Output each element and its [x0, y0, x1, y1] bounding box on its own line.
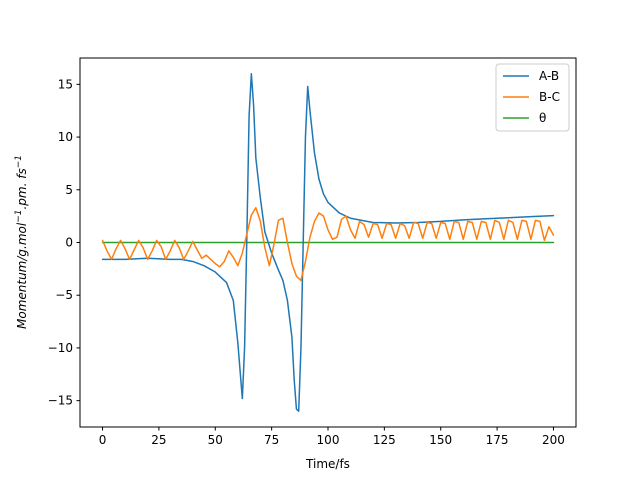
- x-tick-label: 200: [542, 433, 565, 447]
- y-axis-ticks: −15 −10 −5 0 5 10 15: [48, 77, 80, 408]
- legend-label-ab: A-B: [539, 69, 559, 83]
- legend: A-B B-C θ: [495, 63, 570, 132]
- y-axis-label: Momentum/g.mol−1.pm. fs−1: [14, 155, 29, 329]
- y-tick-label: 15: [58, 77, 73, 91]
- y-axis-label-exp2: −1: [14, 155, 24, 168]
- y-axis-label-mid: .pm. fs: [15, 168, 29, 209]
- x-tick-label: 25: [151, 433, 166, 447]
- y-tick-label: 5: [65, 183, 73, 197]
- series-layer: [101, 73, 555, 412]
- x-tick-label: 50: [208, 433, 223, 447]
- x-tick-label: 125: [373, 433, 396, 447]
- series-line-ab: [101, 73, 555, 412]
- x-tick-label: 100: [317, 433, 340, 447]
- x-tick-label: 150: [429, 433, 452, 447]
- x-axis-label: Time/fs: [305, 457, 350, 471]
- legend-label-bc: B-C: [539, 90, 560, 104]
- series-line-bc: [101, 206, 555, 282]
- x-tick-label: 175: [486, 433, 509, 447]
- x-tick-label: 75: [264, 433, 279, 447]
- x-tick-label: 0: [99, 433, 107, 447]
- y-tick-label: 10: [58, 130, 73, 144]
- y-tick-label: −15: [48, 394, 73, 408]
- y-axis-label-exp1: −1: [14, 210, 24, 223]
- x-axis-ticks: 0 25 50 75 100 125 150 175 200: [99, 427, 565, 447]
- legend-box: [495, 63, 570, 132]
- y-tick-label: −5: [55, 288, 73, 302]
- legend-label-theta: θ: [539, 111, 546, 125]
- y-tick-label: −10: [48, 341, 73, 355]
- y-tick-label: 0: [65, 236, 73, 250]
- y-axis-label-base: Momentum/g.mol: [15, 222, 29, 329]
